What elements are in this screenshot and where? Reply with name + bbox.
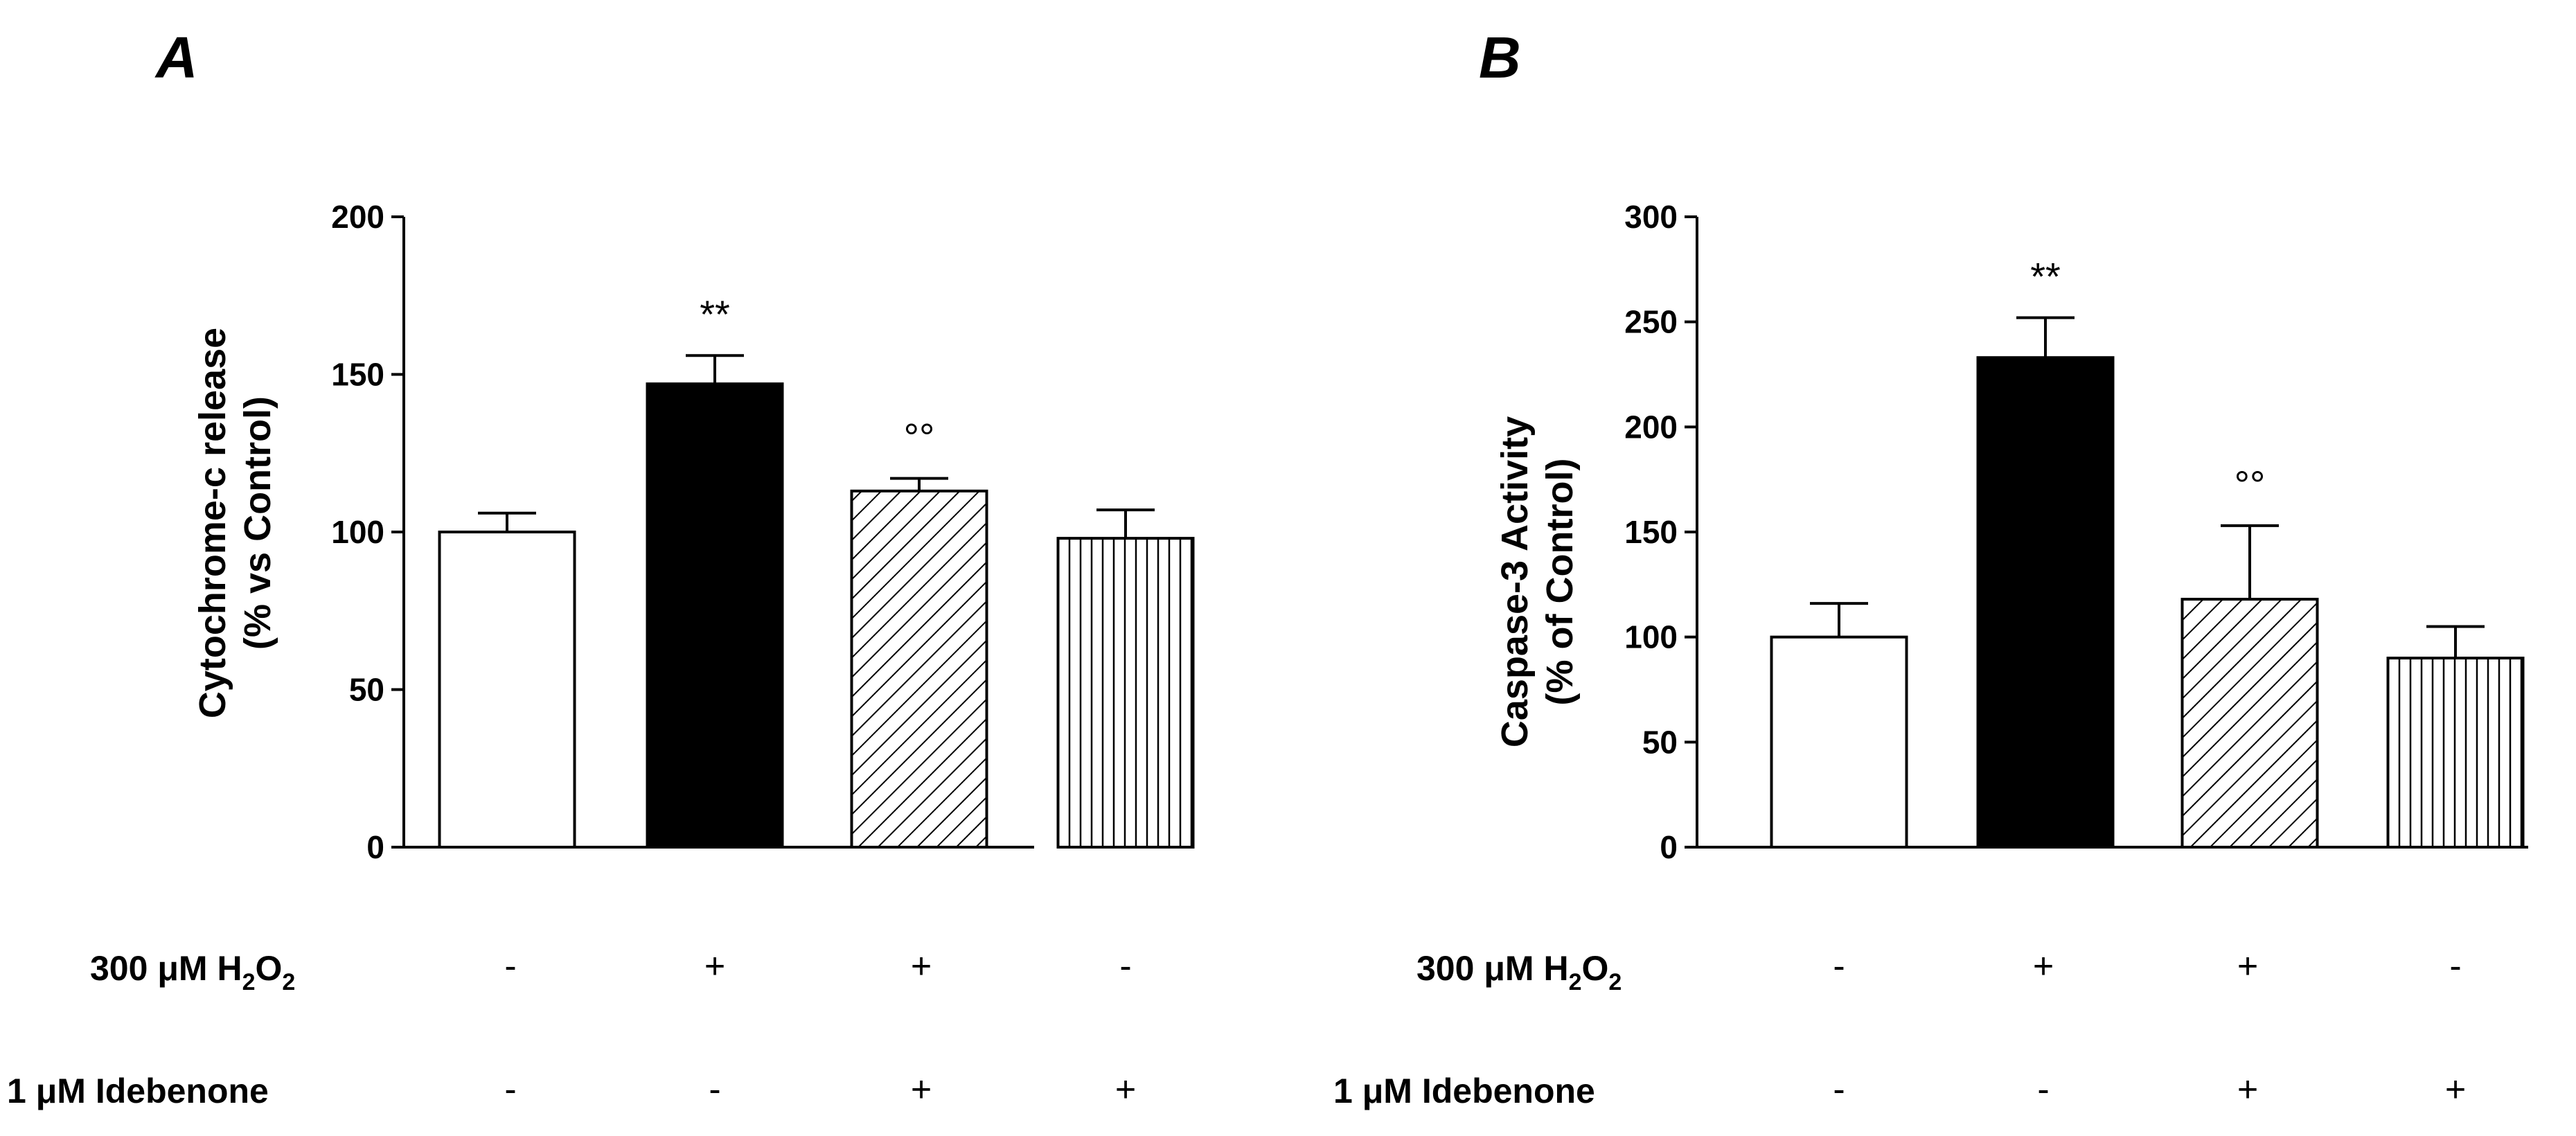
idebenone-label: 1 μM Idebenone <box>1333 1072 1595 1110</box>
idebenone-sign: + <box>2445 1070 2466 1110</box>
h2o2-sign: - <box>1119 946 1131 986</box>
y-tick-label: 200 <box>331 199 384 235</box>
idebenone-sign: - <box>2037 1070 2049 1110</box>
y-axis-label: Caspase-3 Activity (% of Control) <box>1494 416 1581 747</box>
y-tick-label: 0 <box>1660 829 1678 865</box>
h2o2-sign: + <box>704 946 725 986</box>
bar <box>2386 657 2525 849</box>
idebenone-sign: - <box>709 1070 720 1110</box>
bar <box>1770 635 1908 849</box>
y-tick-label: 150 <box>331 357 384 393</box>
h2o2-label: 300 μM H2O2 <box>1416 949 1622 995</box>
y-tick-label: 250 <box>1624 304 1678 340</box>
h2o2-label: 300 μM H2O2 <box>90 949 295 995</box>
bar <box>1976 356 2115 849</box>
h2o2-sign: - <box>504 946 516 986</box>
y-tick-label: 150 <box>1624 514 1678 550</box>
h2o2-sign: - <box>2449 946 2461 986</box>
h2o2-sign: - <box>1833 946 1845 986</box>
y-tick-label: 200 <box>1624 409 1678 445</box>
y-axis-label: Cytochrome-c release (% vs Control) <box>192 328 278 718</box>
bar <box>2180 598 2319 849</box>
y-axis-label-line1: Caspase-3 Activity <box>1494 416 1536 747</box>
idebenone-sign: + <box>911 1070 932 1110</box>
y-tick-label: 100 <box>1624 619 1678 655</box>
h2o2-sign: + <box>2033 946 2054 986</box>
idebenone-sign: - <box>1833 1070 1845 1110</box>
panel-a: A Cytochrome-c release (% vs Control) 0 5… <box>154 25 1195 1110</box>
significance-marker: °° <box>2235 463 2266 506</box>
y-tick-label: 50 <box>349 672 384 708</box>
bar <box>850 489 988 849</box>
significance-marker: ** <box>2030 255 2061 299</box>
h2o2-sign: + <box>911 946 932 986</box>
idebenone-sign: + <box>1115 1070 1136 1110</box>
bar-chart: 0 50 100 150 200 ** °° - + + - - - + + <box>331 199 1195 1110</box>
bar-chart: 0 50 100 150 200 250 300 ** °° - + + - - - + + <box>1624 199 2528 1110</box>
idebenone-sign: + <box>2237 1070 2258 1110</box>
y-axis-label-line2: (% of Control) <box>1539 459 1581 706</box>
y-tick-label: 0 <box>366 829 384 865</box>
significance-marker: ** <box>700 292 730 336</box>
y-axis-label-line2: (% vs Control) <box>237 396 278 650</box>
bar <box>646 382 784 849</box>
bar <box>1056 537 1195 849</box>
bar <box>438 531 576 849</box>
y-tick-label: 50 <box>1642 724 1678 760</box>
y-tick-label: 100 <box>331 514 384 550</box>
panel-label: A <box>154 25 198 90</box>
panel-label: B <box>1479 25 1521 90</box>
y-tick-label: 300 <box>1624 199 1678 235</box>
significance-marker: °° <box>904 416 935 459</box>
panel-b: B Caspase-3 Activity (% of Control) 0 50 1… <box>1479 25 2528 1110</box>
h2o2-sign: + <box>2237 946 2258 986</box>
idebenone-sign: - <box>504 1070 516 1110</box>
idebenone-label: 1 μM Idebenone <box>7 1072 269 1110</box>
y-axis-label-line1: Cytochrome-c release <box>192 328 233 718</box>
